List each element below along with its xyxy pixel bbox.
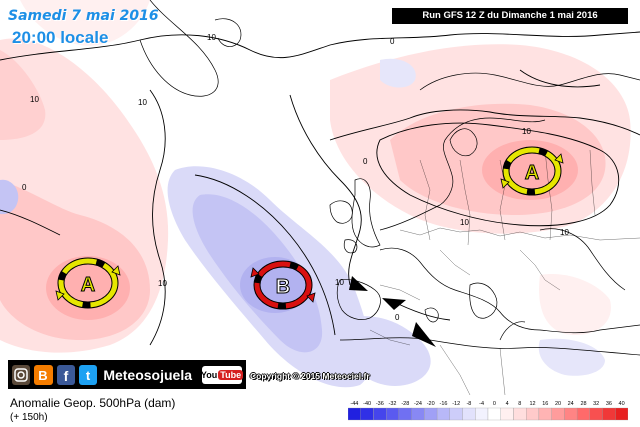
scale-tick-label: 32 [593, 401, 599, 407]
pressure-label-high: A [81, 274, 95, 296]
scale-swatch [398, 407, 412, 421]
scale-tick-label: -20 [427, 401, 435, 407]
social-bar: B f t Meteosojuela You Tube [8, 360, 246, 389]
pressure-label-low: B [276, 276, 290, 298]
contour-label: 10 [30, 95, 39, 104]
scale-swatch [462, 407, 476, 421]
scale-tick-label: -24 [414, 401, 422, 407]
flow-arrow [349, 276, 368, 291]
copyright-notice: Copyright © 2015 Meteociel.fr [250, 371, 370, 381]
scale-swatch [526, 407, 540, 421]
contour-label: 10 [560, 228, 569, 237]
scale-tick-label: -16 [440, 401, 448, 407]
contour-label: 10 [335, 278, 344, 287]
scale-tick-label: 36 [606, 401, 612, 407]
flow-arrow [412, 322, 436, 347]
scale-swatch [449, 407, 463, 421]
contour-label: 0 [390, 37, 395, 46]
contour-label: 0 [22, 183, 27, 192]
scale-swatch [615, 407, 628, 421]
scale-tick-label: -44 [350, 401, 358, 407]
scale-swatch [513, 407, 527, 421]
anticyclone-marker-europe: A [500, 146, 564, 196]
youtube-you: You [200, 369, 218, 380]
youtube-icon[interactable]: You Tube [200, 365, 244, 384]
scale-tick-label: 4 [506, 401, 509, 407]
contour-label: 0 [395, 313, 400, 322]
forecast-time: 20:00 locale [12, 28, 109, 47]
scale-tick-label: 8 [518, 401, 521, 407]
scale-swatch [373, 407, 387, 421]
scale-swatch [551, 407, 565, 421]
scale-tick-label: -36 [376, 401, 384, 407]
scale-swatch [538, 407, 552, 421]
scale-tick-label: 28 [580, 401, 586, 407]
scale-tick-label: 0 [493, 401, 496, 407]
contour-label: 10 [138, 98, 147, 107]
youtube-tube: Tube [218, 369, 244, 380]
country-borders [369, 149, 640, 396]
scale-tick-label: 20 [555, 401, 561, 407]
scale-swatch [424, 407, 438, 421]
instagram-icon[interactable] [12, 364, 31, 385]
anticyclone-marker-atlantic: A [55, 257, 121, 309]
scale-swatch [602, 407, 616, 421]
contour-label: 0 [363, 157, 368, 166]
scale-tick-label: -40 [363, 401, 371, 407]
svg-text:B: B [39, 368, 48, 382]
contour-label: 10 [522, 127, 531, 136]
flow-arrow [382, 298, 406, 310]
scale-tick-label: -8 [466, 401, 471, 407]
scale-swatch [475, 407, 489, 421]
scale-swatch [589, 407, 603, 421]
scale-swatch [386, 407, 400, 421]
facebook-icon[interactable]: f [56, 364, 75, 385]
pressure-label-high: A [525, 162, 539, 184]
scale-swatch [487, 407, 501, 421]
scale-swatch [564, 407, 578, 421]
scale-swatch [411, 407, 425, 421]
scale-tick-label: 16 [542, 401, 548, 407]
svg-text:f: f [63, 368, 68, 382]
scale-tick-label: 12 [529, 401, 535, 407]
svg-text:t: t [86, 368, 91, 382]
depression-marker: B [250, 260, 316, 310]
scale-swatch [500, 407, 514, 421]
model-run-label: Run GFS 12 Z du Dimanche 1 mai 2016 [392, 8, 628, 24]
scale-swatch [436, 407, 450, 421]
twitter-icon[interactable]: t [78, 364, 98, 385]
brand-name[interactable]: Meteosojuela [103, 366, 193, 383]
scale-tick-label: -4 [479, 401, 484, 407]
legend-title: Anomalie Geop. 500hPa (dam) [10, 396, 176, 410]
scale-swatch [576, 407, 590, 421]
contour-label: 10 [207, 33, 216, 42]
color-scale: -44 -40 -36 -32 -28 -24 -20 -16 -12 -8 -4 0 4 8 12 16 20… [348, 401, 628, 421]
scale-tick-label: -32 [389, 401, 397, 407]
scale-swatch [360, 407, 374, 421]
flow-arrows [349, 276, 436, 347]
contour-labels: 10 10 10 10 0 0 0 10 10 10 0 10 [22, 33, 569, 322]
scale-swatch [348, 407, 361, 421]
scale-tick-label: 24 [568, 401, 574, 407]
scale-tick-label: 40 [619, 401, 625, 407]
scale-tick-label: -12 [452, 401, 460, 407]
legend-subtitle: (+ 150h) [10, 412, 48, 423]
contour-label: 10 [460, 218, 469, 227]
contour-label: 10 [158, 279, 167, 288]
forecast-date: Samedi 7 mai 2016 [8, 8, 159, 24]
blogger-icon[interactable]: B [34, 364, 53, 385]
anomaly-contours [0, 31, 640, 346]
scale-tick-label: -28 [401, 401, 409, 407]
